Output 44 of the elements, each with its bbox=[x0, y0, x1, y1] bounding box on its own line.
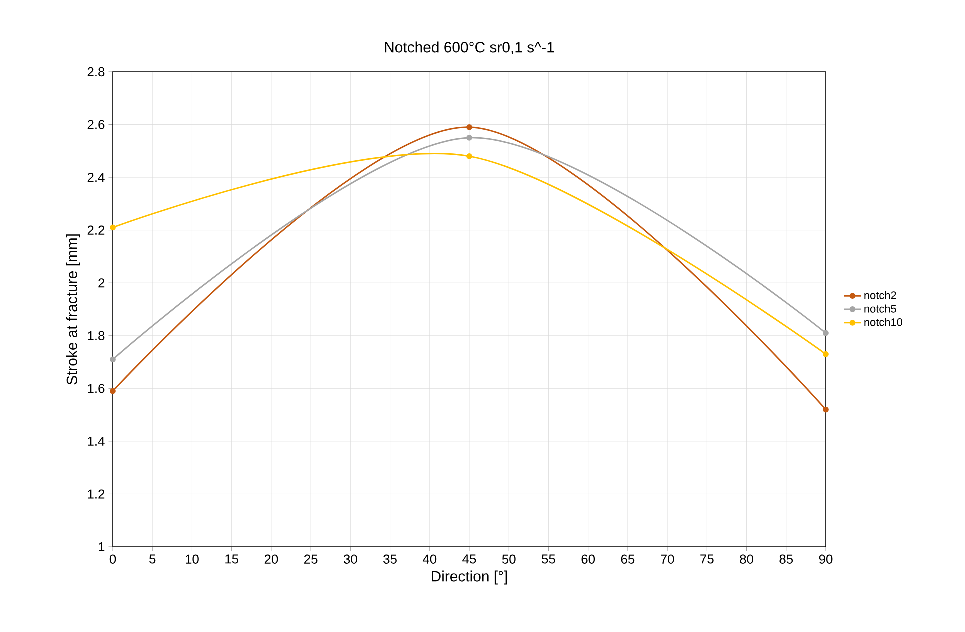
x-tick-label: 5 bbox=[150, 554, 156, 564]
point bbox=[466, 154, 472, 160]
x-tick-label: 25 bbox=[304, 554, 318, 564]
y-tick-label: 2 bbox=[98, 278, 105, 288]
x-tick-label: 45 bbox=[462, 554, 476, 564]
chart-title: Notched 600°C sr0,1 s^-1 bbox=[385, 42, 554, 54]
legend-label: notch10 bbox=[864, 318, 902, 326]
point bbox=[823, 330, 829, 336]
y-tick-label: 1.6 bbox=[88, 384, 105, 394]
x-tick-label: 90 bbox=[819, 554, 833, 564]
x-tick-label: 70 bbox=[661, 554, 674, 564]
x-tick-label: 20 bbox=[264, 554, 278, 564]
x-tick-label: 35 bbox=[384, 554, 397, 564]
y-tick-label: 1 bbox=[99, 542, 105, 552]
y-tick-label: 1.4 bbox=[88, 436, 105, 446]
y-tick-label: 1.2 bbox=[88, 490, 105, 499]
x-tick-label: 60 bbox=[582, 554, 596, 564]
point bbox=[466, 135, 472, 141]
x-tick-label: 15 bbox=[226, 554, 238, 564]
x-tick-label: 65 bbox=[621, 554, 635, 564]
y-axis-title: Stroke at fracture [mm] bbox=[66, 234, 80, 385]
x-tick-label: 80 bbox=[740, 554, 754, 564]
x-tick-label: 85 bbox=[780, 554, 794, 564]
point bbox=[110, 356, 116, 363]
point bbox=[823, 406, 829, 413]
x-tick-label: 55 bbox=[542, 554, 556, 564]
x-tick-label: 50 bbox=[502, 554, 516, 564]
x-tick-label: 10 bbox=[186, 554, 199, 564]
legend-label: notch5 bbox=[864, 304, 896, 313]
x-tick-label: 75 bbox=[700, 554, 714, 564]
point bbox=[110, 388, 116, 394]
y-tick-label: 2.6 bbox=[88, 120, 105, 130]
y-tick-label: 2.8 bbox=[88, 67, 105, 77]
point bbox=[466, 124, 472, 130]
x-tick-label: 0 bbox=[110, 554, 116, 564]
x-tick-label: 40 bbox=[422, 554, 437, 564]
point bbox=[110, 224, 116, 231]
y-tick-label: 2.4 bbox=[88, 173, 105, 182]
x-axis-title: Direction [°] bbox=[432, 570, 508, 585]
point bbox=[823, 351, 829, 358]
y-tick-label: 2.2 bbox=[88, 226, 105, 235]
x-tick-label: 30 bbox=[344, 554, 358, 564]
legend-label: notch2 bbox=[864, 291, 896, 300]
y-tick-label: 1.8 bbox=[88, 331, 105, 340]
